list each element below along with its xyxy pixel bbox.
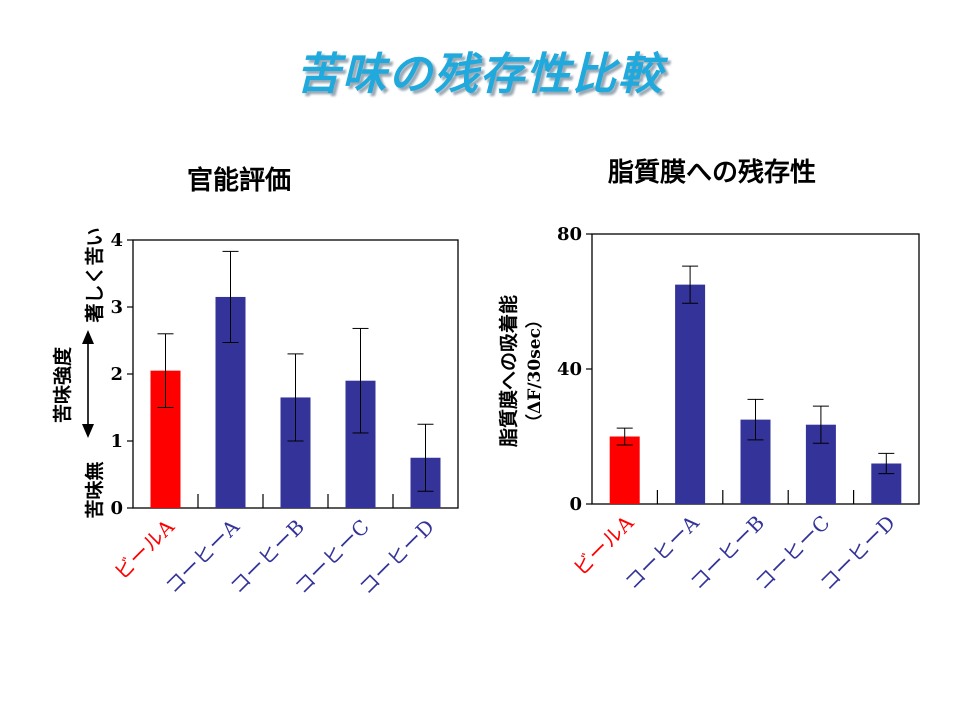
membrane-bar	[609, 436, 640, 504]
sensory-ytick-label: 3	[110, 297, 123, 318]
y-axis-label-membrane: 脂質膜への吸着能	[497, 295, 520, 447]
y-axis-unit-membrane: （ΔF/30sec）	[524, 311, 545, 431]
y-label-very-bitter: 著しく苦い	[83, 227, 106, 322]
chart-title-sensory: 官能評価	[187, 166, 292, 196]
chart-title-membrane: 脂質膜への残存性	[608, 158, 817, 188]
arrow-up-icon	[82, 330, 94, 344]
y-label-bitterness-intensity: 苦味強度	[51, 346, 74, 423]
sensory-ytick-label: 4	[110, 230, 123, 251]
membrane-bar	[675, 284, 706, 504]
sensory-ytick-label: 0	[110, 498, 123, 519]
membrane-ytick-label: 40	[557, 359, 582, 380]
membrane-ytick-label: 80	[557, 224, 582, 245]
arrow-down-icon	[82, 424, 94, 438]
sensory-ytick-label: 1	[110, 431, 123, 452]
sensory-ytick-label: 2	[110, 364, 123, 385]
membrane-ytick-label: 0	[569, 494, 582, 515]
y-label-no-bitterness: 苦味無	[83, 461, 106, 518]
slide-title: 苦味の残存性比較	[296, 49, 664, 100]
